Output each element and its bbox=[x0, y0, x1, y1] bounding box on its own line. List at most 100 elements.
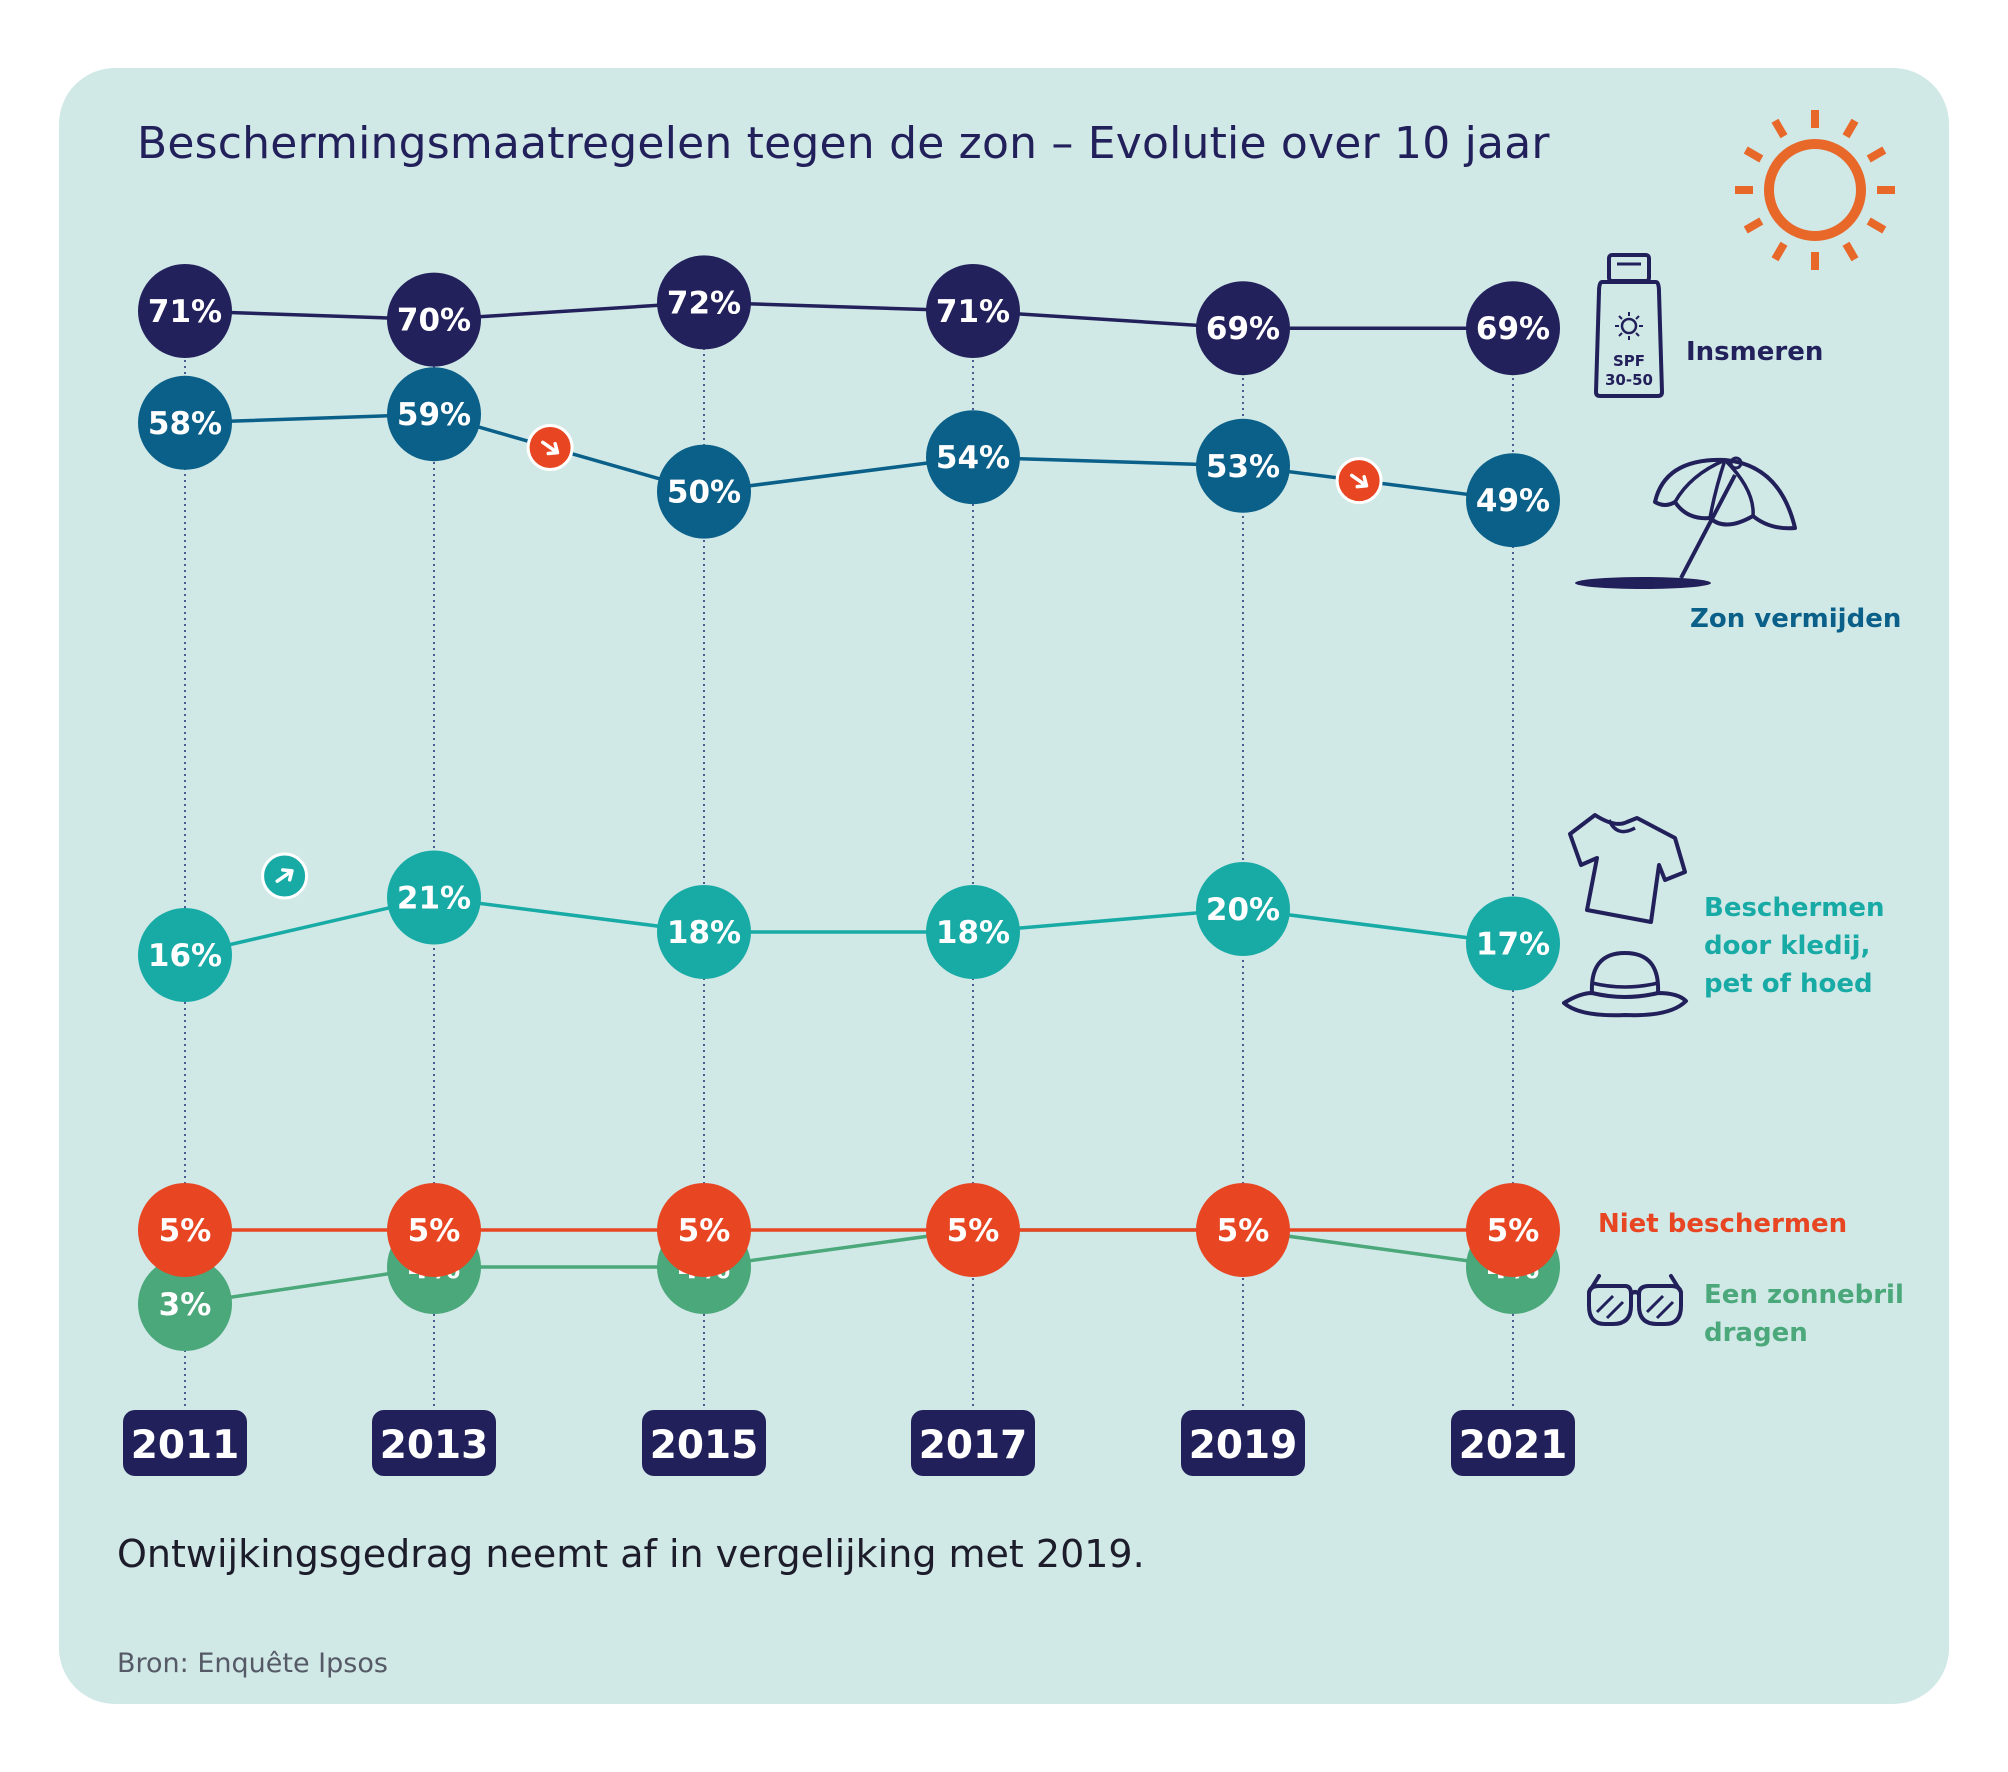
legend-zonnebril: Een zonnebril dragen bbox=[1704, 1276, 1904, 1352]
x-tick-text: 2017 bbox=[919, 1423, 1028, 1468]
x-tick-text: 2013 bbox=[380, 1423, 489, 1468]
x-tick-text: 2015 bbox=[650, 1423, 759, 1468]
data-point bbox=[1466, 281, 1560, 376]
data-point bbox=[657, 255, 751, 350]
data-label: 5% bbox=[159, 1213, 212, 1249]
page-title: Beschermingsmaatregelen tegen de zon – E… bbox=[137, 118, 1550, 169]
x-tick-text: 2011 bbox=[131, 1423, 240, 1468]
sunscreen-spf-range: 30-50 bbox=[1605, 371, 1653, 389]
significance-arrow-icon bbox=[526, 423, 574, 471]
sun-ray bbox=[1866, 217, 1887, 234]
legend-zon-vermijden: Zon vermijden bbox=[1690, 600, 1901, 638]
chart-note: Ontwijkingsgedrag neemt af in vergelijki… bbox=[117, 1532, 1145, 1576]
source-text: Bron: Enquête Ipsos bbox=[117, 1648, 388, 1679]
data-label: 71% bbox=[936, 294, 1010, 330]
legend-line: Insmeren bbox=[1686, 337, 1824, 367]
series-line-zon-vermijden bbox=[184, 412, 1514, 502]
x-tick-label: 2013 bbox=[372, 1410, 496, 1476]
data-point bbox=[138, 1257, 232, 1351]
data-point bbox=[1466, 453, 1560, 548]
series-line-insmeren bbox=[184, 300, 1513, 330]
sunscreen-bottle-icon: SPF 30-50 bbox=[1593, 253, 1665, 398]
data-label: 5% bbox=[1487, 1213, 1540, 1249]
data-label: 54% bbox=[936, 440, 1010, 476]
sun-icon bbox=[1735, 110, 1895, 270]
data-point bbox=[138, 375, 232, 470]
data-label: 5% bbox=[678, 1213, 731, 1249]
data-label: 21% bbox=[397, 881, 471, 917]
legend-line: dragen bbox=[1704, 1318, 1808, 1348]
data-point bbox=[1466, 1183, 1560, 1277]
data-label: 5% bbox=[947, 1213, 1000, 1249]
legend-line: door kledij, bbox=[1704, 931, 1871, 961]
significance-arrow-icon bbox=[1335, 457, 1383, 505]
sun-ray bbox=[1866, 146, 1887, 163]
x-tick-text: 2019 bbox=[1189, 1423, 1298, 1468]
data-label: 49% bbox=[1476, 483, 1550, 519]
data-label: 70% bbox=[397, 303, 471, 339]
data-point bbox=[926, 885, 1020, 979]
data-label: 59% bbox=[397, 397, 471, 433]
data-point bbox=[926, 264, 1020, 358]
data-point bbox=[1196, 281, 1290, 376]
data-point bbox=[387, 272, 481, 367]
x-tick-label: 2015 bbox=[642, 1410, 766, 1476]
sun-ray bbox=[1771, 118, 1788, 139]
beach-umbrella-icon bbox=[1575, 456, 1797, 589]
data-label: 58% bbox=[148, 406, 222, 442]
data-label: 20% bbox=[1206, 892, 1280, 928]
data-point bbox=[1196, 418, 1290, 513]
data-point bbox=[138, 264, 232, 358]
legend-line: Een zonnebril bbox=[1704, 1280, 1904, 1310]
sunglasses-icon bbox=[1587, 1274, 1683, 1326]
data-label: 69% bbox=[1206, 311, 1280, 347]
sun-ray bbox=[1743, 217, 1764, 234]
sunscreen-spf-label: SPF bbox=[1613, 352, 1645, 370]
data-point bbox=[1466, 896, 1560, 991]
data-point bbox=[1196, 1183, 1290, 1277]
data-label: 16% bbox=[148, 938, 222, 974]
series-line-beschermen-door-kledij-pet-of-hoed bbox=[184, 895, 1514, 957]
sun-ray bbox=[1842, 118, 1859, 139]
x-tick-label: 2021 bbox=[1451, 1410, 1575, 1476]
data-point bbox=[387, 367, 481, 462]
data-point bbox=[657, 1183, 751, 1277]
sun-ray bbox=[1743, 146, 1764, 163]
tshirt-icon bbox=[1568, 813, 1687, 924]
data-label: 18% bbox=[936, 915, 1010, 951]
data-label: 71% bbox=[148, 294, 222, 330]
x-tick-label: 2019 bbox=[1181, 1410, 1305, 1476]
data-point bbox=[1196, 862, 1290, 956]
data-label: 17% bbox=[1476, 927, 1550, 963]
x-tick-label: 2011 bbox=[123, 1410, 247, 1476]
sun-ray bbox=[1842, 241, 1859, 262]
data-label: 3% bbox=[159, 1287, 212, 1323]
x-tick-label: 2017 bbox=[911, 1410, 1035, 1476]
significance-arrow-icon bbox=[261, 852, 309, 900]
data-label: 50% bbox=[667, 475, 741, 511]
series-line-een-zonnebril-dragen bbox=[184, 1228, 1514, 1306]
data-point bbox=[138, 908, 232, 1002]
legend-kledij: Beschermen door kledij, pet of hoed bbox=[1704, 889, 1885, 1003]
data-point bbox=[387, 1183, 481, 1277]
legend-insmeren: Insmeren bbox=[1686, 333, 1823, 371]
legend-niet-beschermen: Niet beschermen bbox=[1598, 1205, 1847, 1243]
data-label: 5% bbox=[408, 1213, 461, 1249]
legend-line: pet of hoed bbox=[1704, 969, 1873, 999]
data-label: 69% bbox=[1476, 311, 1550, 347]
hat-icon bbox=[1562, 950, 1688, 1018]
data-point bbox=[138, 1183, 232, 1277]
data-point bbox=[657, 885, 751, 979]
legend-line: Niet beschermen bbox=[1598, 1209, 1848, 1239]
sun-ray bbox=[1771, 241, 1788, 262]
x-tick-text: 2021 bbox=[1459, 1423, 1568, 1468]
data-label: 18% bbox=[667, 915, 741, 951]
data-point bbox=[926, 1183, 1020, 1277]
data-label: 53% bbox=[1206, 449, 1280, 485]
legend-line: Zon vermijden bbox=[1690, 604, 1902, 634]
data-point bbox=[926, 410, 1020, 505]
data-point bbox=[387, 850, 481, 945]
data-label: 72% bbox=[667, 285, 741, 321]
legend-line: Beschermen bbox=[1704, 893, 1885, 923]
